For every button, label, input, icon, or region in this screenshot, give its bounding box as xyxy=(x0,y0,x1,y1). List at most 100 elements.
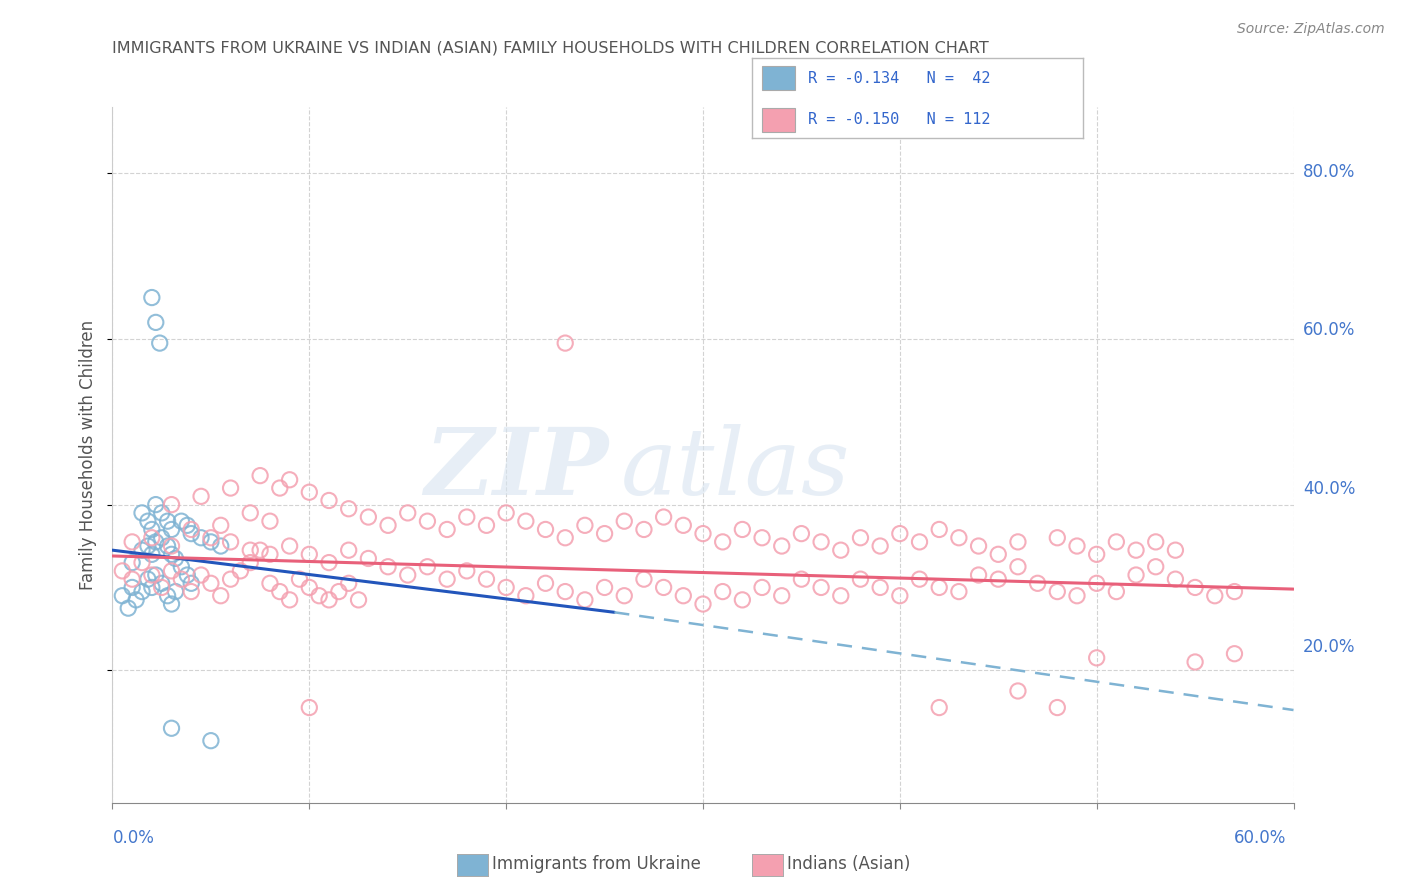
Point xyxy=(219,481,242,495)
Point xyxy=(160,597,183,611)
Point xyxy=(830,543,852,558)
Point xyxy=(141,547,163,561)
Point xyxy=(176,568,198,582)
Point xyxy=(121,556,143,570)
Point xyxy=(170,514,193,528)
Point xyxy=(160,721,183,735)
Point xyxy=(229,564,252,578)
Point xyxy=(593,581,616,595)
Point xyxy=(337,501,360,516)
Point xyxy=(1046,700,1069,714)
Point xyxy=(396,568,419,582)
Point xyxy=(121,581,143,595)
Point xyxy=(1007,535,1029,549)
Point xyxy=(117,601,139,615)
Point xyxy=(141,523,163,537)
Point xyxy=(613,514,636,528)
Point xyxy=(219,535,242,549)
Point xyxy=(1144,559,1167,574)
Point xyxy=(692,597,714,611)
Point xyxy=(190,531,212,545)
Point xyxy=(136,539,159,553)
Point xyxy=(239,543,262,558)
Point xyxy=(908,535,931,549)
Point xyxy=(889,526,911,541)
Point xyxy=(928,700,950,714)
Point xyxy=(751,531,773,545)
Point xyxy=(180,523,202,537)
Point xyxy=(456,510,478,524)
Point xyxy=(967,568,990,582)
Point xyxy=(121,535,143,549)
Point xyxy=(141,531,163,545)
Y-axis label: Family Households with Children: Family Households with Children xyxy=(79,320,97,590)
Point xyxy=(475,572,498,586)
Point xyxy=(731,592,754,607)
Point xyxy=(269,481,291,495)
Point xyxy=(156,589,179,603)
Point xyxy=(160,523,183,537)
Point xyxy=(1085,651,1108,665)
Point xyxy=(156,539,179,553)
Point xyxy=(495,581,517,595)
Point xyxy=(160,498,183,512)
Point xyxy=(165,584,187,599)
Point xyxy=(1125,568,1147,582)
Point xyxy=(1085,576,1108,591)
Point xyxy=(190,568,212,582)
Point xyxy=(1046,584,1069,599)
Point xyxy=(1184,581,1206,595)
Point xyxy=(1046,531,1069,545)
Point xyxy=(1105,535,1128,549)
Point xyxy=(416,514,439,528)
Point xyxy=(633,572,655,586)
Point xyxy=(1164,543,1187,558)
Point xyxy=(357,510,380,524)
Point xyxy=(1204,589,1226,603)
Point xyxy=(416,559,439,574)
Point xyxy=(1144,535,1167,549)
Point xyxy=(239,506,262,520)
Point xyxy=(141,291,163,305)
Bar xyxy=(762,66,796,90)
Point xyxy=(357,551,380,566)
Point xyxy=(948,584,970,599)
Point xyxy=(145,315,167,329)
Point xyxy=(613,589,636,603)
Point xyxy=(1066,589,1088,603)
Point xyxy=(328,584,350,599)
Point xyxy=(298,485,321,500)
Point xyxy=(145,535,167,549)
Point xyxy=(269,584,291,599)
Text: ZIP: ZIP xyxy=(425,424,609,514)
Point xyxy=(928,581,950,595)
Point xyxy=(200,535,222,549)
Point xyxy=(770,589,793,603)
Point xyxy=(136,514,159,528)
Text: Indians (Asian): Indians (Asian) xyxy=(787,855,911,873)
Point xyxy=(948,531,970,545)
Point xyxy=(278,592,301,607)
Point xyxy=(278,473,301,487)
Point xyxy=(308,589,330,603)
Point xyxy=(987,547,1010,561)
Point xyxy=(849,572,872,586)
Point xyxy=(1164,572,1187,586)
Point xyxy=(987,572,1010,586)
Point xyxy=(869,539,891,553)
Point xyxy=(150,506,173,520)
Point xyxy=(170,572,193,586)
Point xyxy=(1007,559,1029,574)
Point xyxy=(810,581,832,595)
Point xyxy=(160,547,183,561)
Point xyxy=(131,506,153,520)
Point xyxy=(180,576,202,591)
Point xyxy=(141,581,163,595)
Point xyxy=(1223,647,1246,661)
Point xyxy=(125,592,148,607)
Text: 60.0%: 60.0% xyxy=(1234,829,1286,847)
Point xyxy=(790,572,813,586)
Text: 0.0%: 0.0% xyxy=(112,829,155,847)
Point xyxy=(145,498,167,512)
Point xyxy=(711,535,734,549)
